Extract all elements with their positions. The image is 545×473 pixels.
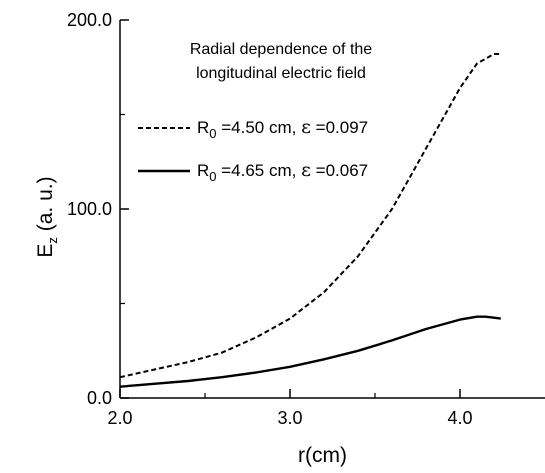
x-tick-label: 2.0 <box>107 408 132 428</box>
x-axis-title: r(cm) <box>298 444 347 467</box>
legend-epsilon: ε <box>301 116 311 138</box>
y-tick-label: 0.0 <box>87 388 112 408</box>
series-line-2 <box>119 315 501 388</box>
y-tick-label: 200.0 <box>67 10 112 30</box>
legend-r: R <box>197 161 209 180</box>
axes: 0.0 100.0 200.0 2.0 3.0 4.0 r(cm) Ez (a. u.) <box>34 10 545 467</box>
annotation-line: Radial dependence of the <box>190 41 372 58</box>
y-axis-title-main: E <box>34 244 57 258</box>
legend-value: =4.65 cm, <box>217 161 302 180</box>
legend-value: =4.50 cm, <box>217 118 302 137</box>
annotation-line: longitudinal electric field <box>196 65 366 82</box>
series-line-1 <box>119 53 501 379</box>
series-layer <box>119 53 501 388</box>
y-axis-title-unit: (a. u.) <box>34 176 57 237</box>
legend-label-2: R0 =4.65 cm, ε =0.067 <box>197 159 368 184</box>
x-tick-label: 3.0 <box>277 408 302 428</box>
legend-epsilon: ε <box>301 159 311 181</box>
legend-r-subscript: 0 <box>209 126 216 141</box>
annotation: Radial dependence of the longitudinal ele… <box>190 41 372 82</box>
legend-label-1: R0 =4.50 cm, ε =0.097 <box>197 116 368 141</box>
x-tick-label: 4.0 <box>447 408 472 428</box>
y-axis-title-subscript: z <box>45 237 60 244</box>
y-axis-title: Ez (a. u.) <box>34 176 60 257</box>
legend-epsilon-value: =0.067 <box>311 161 368 180</box>
legend-r-subscript: 0 <box>209 169 216 184</box>
legend-r: R <box>197 118 209 137</box>
legend-epsilon-value: =0.097 <box>311 118 368 137</box>
y-tick-label: 100.0 <box>67 199 112 219</box>
